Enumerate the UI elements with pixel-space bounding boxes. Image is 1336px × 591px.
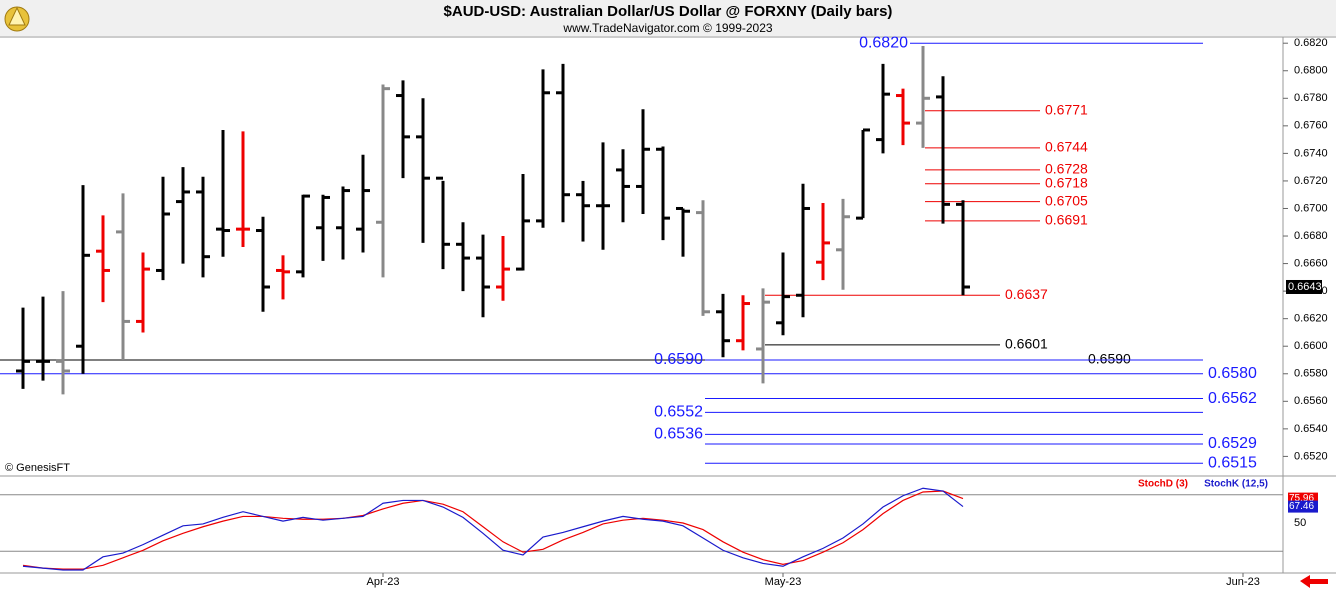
level-label: 0.6590	[654, 351, 703, 368]
stoch-line	[22, 490, 964, 570]
x-tick-label: Apr-23	[366, 576, 399, 588]
y-tick-label: 50	[1294, 517, 1306, 529]
level-label: 0.6705	[1045, 192, 1088, 208]
y-tick-label: 0.6520	[1294, 450, 1328, 462]
header-bar	[0, 0, 1336, 36]
y-tick-label: 0.6700	[1294, 202, 1328, 214]
level-label: 0.6562	[1208, 390, 1257, 407]
level-label: 0.6637	[1005, 286, 1048, 302]
chart-subtitle: www.TradeNavigator.com © 1999-2023	[562, 21, 772, 35]
y-tick-label: 0.6760	[1294, 120, 1328, 132]
level-label: 0.6552	[654, 404, 703, 421]
y-tick-label: 0.6740	[1294, 147, 1328, 159]
last-value-box	[1288, 500, 1318, 513]
level-label: 0.6718	[1045, 174, 1088, 190]
level-label: 0.6820	[859, 34, 908, 51]
scroll-arrow[interactable]	[1300, 575, 1328, 588]
last-value-label: 67.46	[1289, 501, 1314, 512]
logo	[4, 6, 30, 32]
x-tick-label: Jun-23	[1226, 576, 1260, 588]
stoch-line	[22, 487, 964, 571]
level-label: 0.6536	[654, 426, 703, 443]
y-tick-label: 0.6600	[1294, 340, 1328, 352]
level-label: 0.6580	[1208, 365, 1257, 382]
level-label: 0.6728	[1045, 161, 1088, 177]
legend-label: StochD (3)	[1138, 479, 1188, 490]
level-label: 0.6691	[1045, 212, 1088, 228]
last-price-box	[1286, 279, 1322, 294]
legend-label: StochK (12,5)	[1204, 479, 1268, 490]
level-label: 0.6744	[1045, 139, 1088, 155]
y-tick-label: 0.6680	[1294, 230, 1328, 242]
y-tick-label: 0.6540	[1294, 423, 1328, 435]
level-label: 0.6590	[1088, 351, 1131, 367]
y-tick-label: 0.6660	[1294, 257, 1328, 269]
y-tick-label: 0.6720	[1294, 175, 1328, 187]
level-label: 0.6771	[1045, 101, 1088, 117]
chart-title: $AUD-USD: Australian Dollar/US Dollar @ …	[444, 3, 893, 20]
y-tick-label: 0.6580	[1294, 368, 1328, 380]
level-label: 0.6529	[1208, 435, 1257, 452]
level-label: 0.6601	[1005, 336, 1048, 352]
copyright: © GenesisFT	[5, 462, 70, 474]
last-price-label: 0.6643	[1288, 281, 1322, 293]
level-label: 0.6515	[1208, 455, 1257, 472]
last-value-label: 75.96	[1289, 493, 1314, 504]
x-tick-label: May-23	[765, 576, 802, 588]
y-tick-label: 0.6560	[1294, 395, 1328, 407]
y-tick-label: 0.6620	[1294, 313, 1328, 325]
y-tick-label: 0.6780	[1294, 92, 1328, 104]
y-tick-label: 0.6820	[1294, 37, 1328, 49]
y-tick-label: 0.6800	[1294, 65, 1328, 77]
